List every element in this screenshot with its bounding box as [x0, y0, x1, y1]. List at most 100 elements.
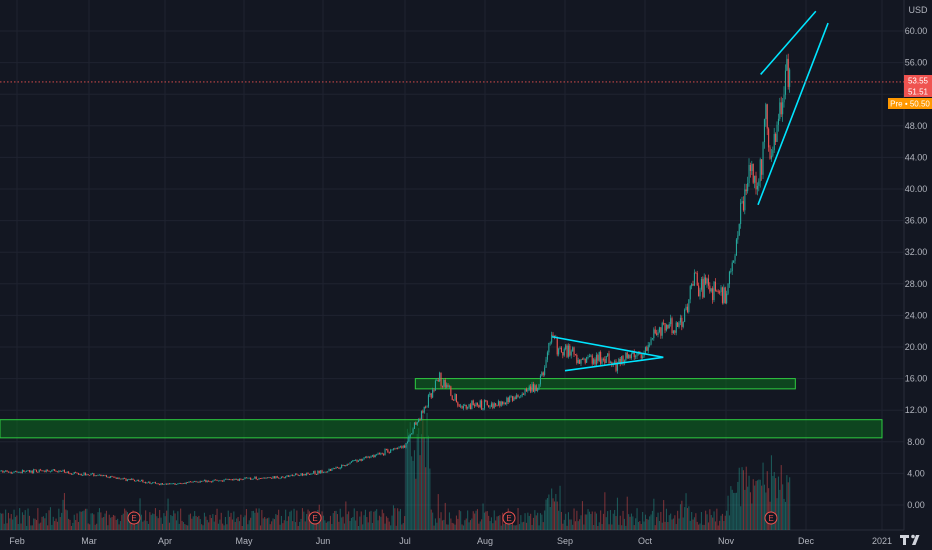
x-tick-label: Dec [798, 536, 815, 546]
y-tick-label: 12.00 [905, 405, 928, 415]
volume-bar [266, 518, 268, 530]
candle-body [468, 404, 470, 408]
candle-body [405, 443, 407, 448]
candle-body [628, 355, 630, 358]
candle-body [590, 355, 592, 357]
candle-body [598, 352, 600, 361]
candle-body [770, 155, 772, 159]
volume-bar [93, 514, 95, 530]
volume-bar [215, 514, 217, 530]
candle-body [111, 476, 113, 477]
candle-body [789, 69, 791, 87]
candle-body [182, 483, 184, 484]
volume-bar [734, 492, 736, 530]
candle-body [565, 345, 567, 350]
volume-bar [702, 524, 704, 530]
volume-bar [460, 511, 462, 530]
candle-body [20, 471, 22, 473]
candle-body [131, 478, 133, 480]
candle-body [518, 396, 520, 398]
candle-body [717, 291, 719, 293]
volume-bar [640, 524, 642, 530]
candle-body [594, 359, 596, 365]
candle-body [209, 481, 211, 483]
volume-bar [31, 525, 33, 530]
currency-label: USD [908, 5, 928, 15]
candle-body [17, 472, 19, 473]
volume-bar [612, 513, 614, 530]
volume-bar [443, 519, 445, 530]
tradingview-logo-icon[interactable] [898, 531, 928, 547]
volume-bar [306, 514, 308, 530]
candle-body [7, 471, 9, 473]
price-axis[interactable]: 60.0056.0052.0048.0044.0040.0036.0032.00… [905, 26, 928, 510]
volume-bar [665, 508, 667, 530]
volume-bar [418, 428, 420, 530]
candle-body [510, 396, 512, 398]
volume-bar [374, 510, 376, 530]
candle-body [369, 456, 371, 458]
candle-body [552, 334, 554, 336]
volume-bar [531, 524, 533, 530]
volume-bar [250, 517, 252, 530]
candle-body [535, 385, 537, 392]
candle-body [490, 403, 492, 407]
volume-bar [411, 456, 413, 530]
volume-bar [647, 519, 649, 530]
candle-body [143, 482, 145, 483]
volume-bar [138, 518, 140, 530]
volume-bar [383, 513, 385, 530]
volume-bar [587, 509, 589, 530]
candle-body [735, 239, 737, 256]
volume-bar [363, 515, 365, 530]
volume-bar [605, 517, 607, 530]
volume-bar [744, 489, 746, 530]
candle-body [290, 474, 292, 476]
candle-body [58, 470, 60, 473]
candle-body [3, 471, 5, 473]
candle-body [457, 402, 459, 406]
volume-bar [0, 512, 1, 530]
volume-bar [409, 422, 411, 530]
candle-body [68, 471, 70, 474]
candle-body [247, 477, 249, 479]
candle-body [450, 386, 452, 396]
volume-bar [68, 518, 70, 530]
volume-bar [713, 511, 715, 530]
volume-bar [13, 509, 15, 530]
candle-body [747, 183, 749, 192]
volume-bar [493, 510, 495, 530]
volume-bar [229, 516, 231, 530]
volume-bar [331, 523, 333, 530]
volume-bar [728, 515, 730, 530]
volume-bar [125, 510, 127, 530]
volume-bar [70, 525, 72, 530]
volume-bar [41, 516, 43, 530]
candle-body [52, 469, 54, 471]
time-axis[interactable]: Feb Mar Apr May Jun Jul Aug Sep Oct Nov Dec 2021 [9, 536, 892, 546]
candle-body [227, 479, 229, 481]
candle-body [279, 478, 281, 480]
candle-body [30, 470, 32, 473]
volume-bar [535, 515, 537, 530]
candle-body [262, 477, 264, 479]
volume-bar [772, 475, 774, 530]
volume-bar [252, 510, 254, 530]
volume-bar [563, 519, 565, 530]
candle-body [499, 401, 501, 406]
candle-body [321, 470, 323, 473]
volume-bar [517, 508, 519, 530]
candle-body [446, 384, 448, 388]
volume-bar [776, 498, 778, 530]
trendlines[interactable] [551, 10, 829, 372]
volume-bar [467, 510, 469, 530]
y-tick-label: 0.00 [907, 500, 925, 510]
candle-body [307, 472, 309, 474]
candle-body [768, 128, 770, 148]
candle-body [37, 471, 39, 473]
support-zones[interactable] [0, 378, 883, 439]
candle-body [257, 479, 259, 481]
candle-body [293, 475, 295, 477]
